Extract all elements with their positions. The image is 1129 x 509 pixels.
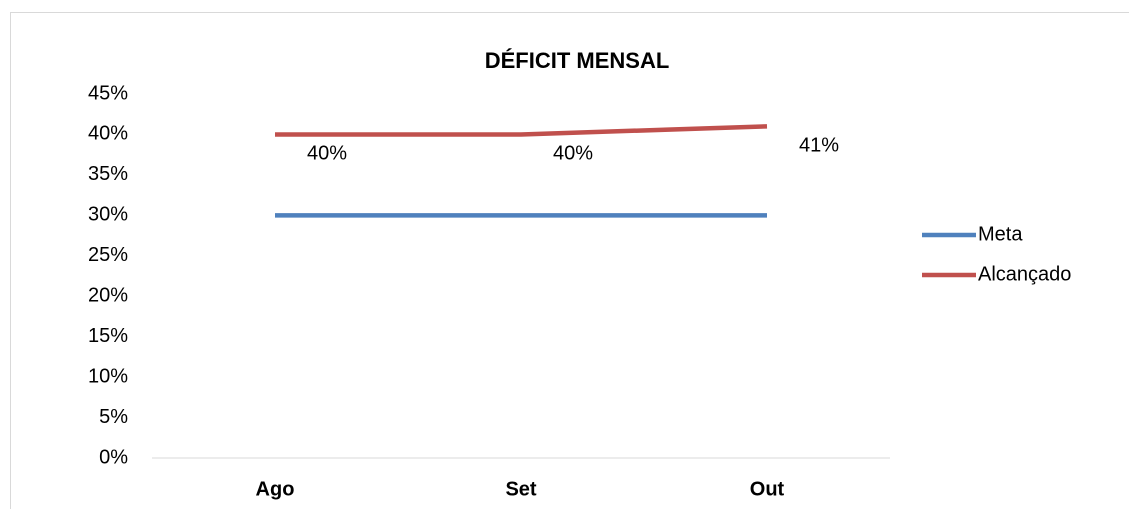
x-tick-label: Set xyxy=(505,478,536,500)
chart-title: DÉFICIT MENSAL xyxy=(485,48,670,73)
y-tick-label: 10% xyxy=(88,365,128,387)
y-tick-label: 45% xyxy=(88,82,128,104)
data-label: 41% xyxy=(799,135,839,157)
x-tick-label: Out xyxy=(750,478,785,500)
x-tick-label: Ago xyxy=(256,478,295,500)
legend-label: Alcançado xyxy=(978,263,1071,285)
y-tick-label: 15% xyxy=(88,325,128,347)
y-tick-label: 20% xyxy=(88,285,128,307)
y-tick-label: 30% xyxy=(88,204,128,226)
y-tick-label: 5% xyxy=(99,406,128,428)
legend-label: Meta xyxy=(978,223,1023,245)
y-tick-label: 0% xyxy=(99,446,128,468)
data-label: 40% xyxy=(307,143,347,165)
y-tick-label: 35% xyxy=(88,163,128,185)
y-tick-label: 40% xyxy=(88,123,128,145)
data-label: 40% xyxy=(553,143,593,165)
line xyxy=(275,124,768,137)
chart-frame xyxy=(10,12,1129,509)
y-tick-label: 25% xyxy=(88,244,128,266)
